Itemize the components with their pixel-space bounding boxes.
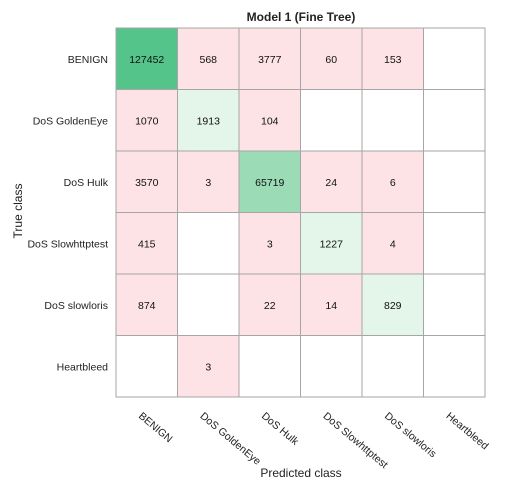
cell-r5-c0	[115, 335, 178, 398]
row-label-benign: BENIGN	[68, 54, 108, 66]
cell-value-r4-c3: 14	[325, 300, 337, 312]
cell-value-r0-c4: 153	[384, 54, 402, 66]
cell-value-r4-c4: 829	[384, 300, 402, 312]
column-label-dos-hulk: DoS Hulk	[259, 410, 301, 448]
cell-r5-c3	[300, 335, 363, 398]
cell-r4-c2	[238, 273, 301, 336]
cell-value-r4-c0: 874	[138, 300, 156, 312]
cell-value-r3-c0: 415	[138, 238, 156, 250]
row-label-dos-slowloris: DoS slowloris	[44, 300, 108, 312]
column-label-dos-slowloris: DoS slowloris	[382, 410, 438, 460]
cell-value-r2-c3: 24	[325, 177, 337, 189]
cell-value-r3-c2: 3	[267, 238, 273, 250]
chart-title: Model 1 (Fine Tree)	[247, 10, 356, 24]
column-label-dos-goldeneye: DoS GoldenEye	[198, 410, 264, 468]
cell-value-r0-c2: 3777	[258, 54, 282, 66]
cell-r0-c1	[177, 27, 240, 90]
cell-r1-c4	[361, 89, 424, 152]
cell-r5-c1	[177, 335, 240, 398]
row-label-dos-hulk: DoS Hulk	[64, 177, 109, 189]
cell-value-r1-c1: 1913	[197, 115, 221, 127]
row-label-dos-slowhttptest: DoS Slowhttptest	[27, 238, 108, 250]
cell-r3-c1	[177, 212, 240, 275]
cell-value-r2-c1: 3	[205, 177, 211, 189]
cell-r4-c1	[177, 273, 240, 336]
cell-r3-c4	[361, 212, 424, 275]
matrix-cells: 127452 568 3777 60 153 1070 1913 104 3570 3 65719 2…	[115, 27, 486, 398]
cell-r2-c5	[423, 150, 486, 213]
cell-r3-c0	[115, 212, 178, 275]
row-labels: BENIGN DoS GoldenEye DoS Hulk DoS Slowhttpt…	[27, 54, 108, 374]
cell-value-r0-c3: 60	[325, 54, 337, 66]
cell-value-r3-c3: 1227	[320, 238, 344, 250]
cell-r1-c5	[423, 89, 486, 152]
cell-r0-c0	[115, 27, 178, 90]
cell-r5-c5	[423, 335, 486, 398]
cell-value-r0-c0: 127452	[129, 54, 164, 66]
cell-r3-c3	[300, 212, 363, 275]
column-label-dos-slowhttptest: DoS Slowhttptest	[321, 410, 390, 471]
column-label-benign: BENIGN	[136, 410, 175, 445]
cell-value-r5-c1: 3	[205, 361, 211, 373]
cell-r4-c0	[115, 273, 178, 336]
cell-r4-c3	[300, 273, 363, 336]
cell-value-r2-c2: 65719	[255, 177, 284, 189]
cell-r5-c2	[238, 335, 301, 398]
row-label-heartbleed: Heartbleed	[57, 361, 109, 373]
cell-r1-c0	[115, 89, 178, 152]
cell-r0-c5	[423, 27, 486, 90]
cell-r2-c3	[300, 150, 363, 213]
cell-r4-c4	[361, 273, 424, 336]
cell-value-r3-c4: 4	[390, 238, 396, 250]
cell-r1-c2	[238, 89, 301, 152]
cell-value-r1-c0: 1070	[135, 115, 159, 127]
cell-value-r2-c0: 3570	[135, 177, 159, 189]
cell-r5-c4	[361, 335, 424, 398]
cell-r0-c2	[238, 27, 301, 90]
cell-r2-c1	[177, 150, 240, 213]
cell-value-r0-c1: 568	[199, 54, 217, 66]
cell-r3-c5	[423, 212, 486, 275]
y-axis-label: True class	[11, 184, 25, 239]
cell-r1-c3	[300, 89, 363, 152]
x-axis-label: Predicted class	[260, 466, 341, 480]
row-label-dos-goldeneye: DoS GoldenEye	[33, 115, 108, 127]
cell-value-r1-c2: 104	[261, 115, 279, 127]
cell-value-r4-c2: 22	[264, 300, 276, 312]
cell-r4-c5	[423, 273, 486, 336]
cell-value-r2-c4: 6	[390, 177, 396, 189]
column-label-heartbleed: Heartbleed	[444, 410, 491, 452]
